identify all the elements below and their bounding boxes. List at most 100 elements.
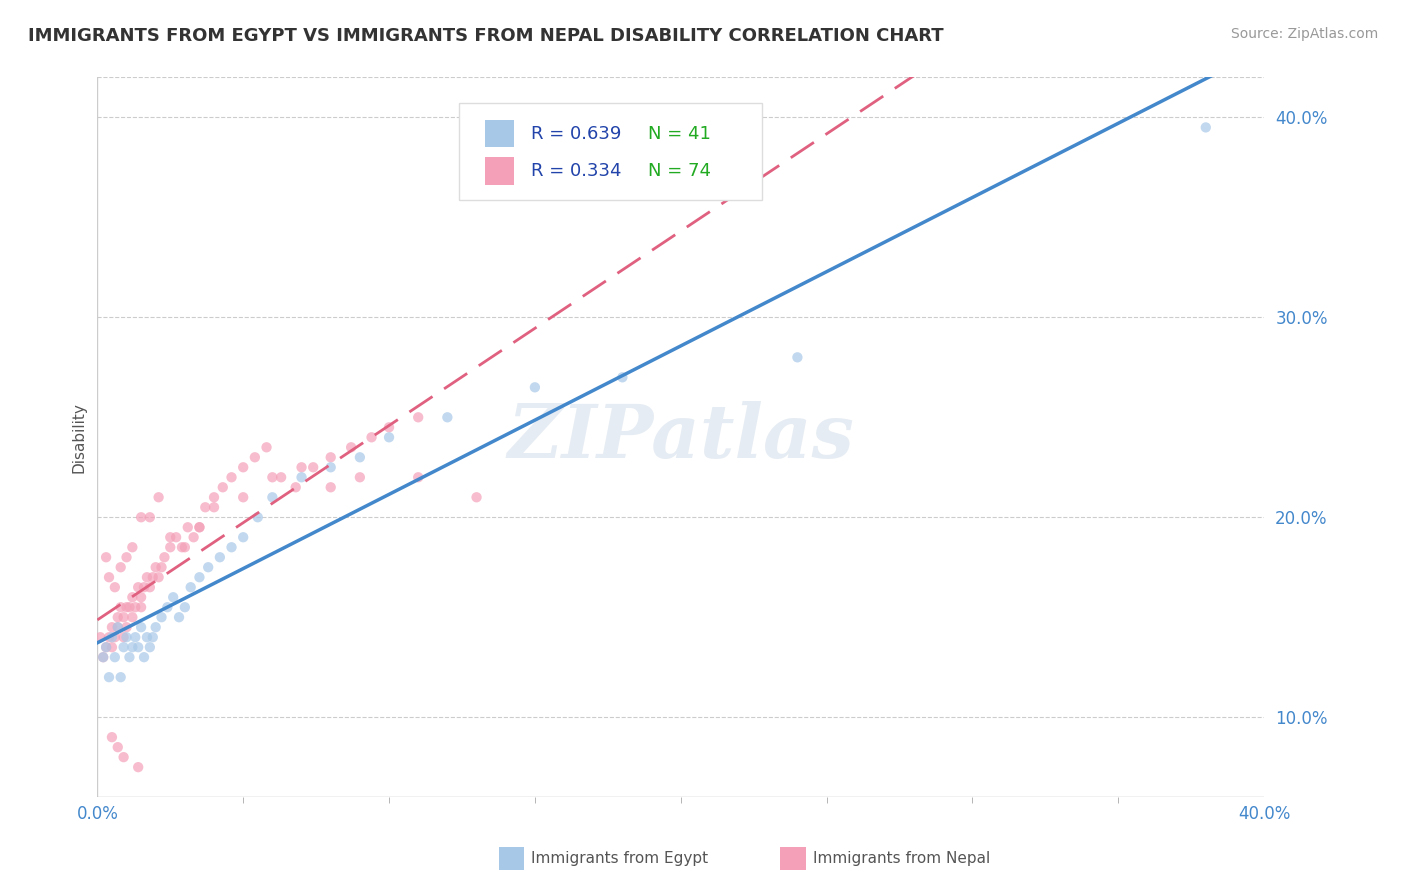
Point xyxy=(101,630,124,644)
Point xyxy=(142,570,165,584)
Point xyxy=(101,640,124,655)
Point xyxy=(118,650,141,665)
Point xyxy=(786,351,808,365)
Point xyxy=(159,530,181,544)
Point xyxy=(110,670,132,684)
Text: Immigrants from Egypt: Immigrants from Egypt xyxy=(531,851,709,866)
Point xyxy=(129,510,152,524)
Point xyxy=(232,490,254,504)
Y-axis label: Disability: Disability xyxy=(72,402,86,473)
Point xyxy=(110,560,132,574)
Point xyxy=(349,470,371,484)
Point xyxy=(165,530,187,544)
Point xyxy=(98,570,121,584)
Point xyxy=(139,580,162,594)
Point xyxy=(139,510,162,524)
Point xyxy=(129,600,152,615)
Text: Immigrants from Nepal: Immigrants from Nepal xyxy=(813,851,990,866)
Point xyxy=(112,640,135,655)
Point xyxy=(406,470,429,484)
Point xyxy=(89,630,111,644)
Point xyxy=(406,410,429,425)
Point xyxy=(127,640,149,655)
Point xyxy=(124,600,146,615)
Point xyxy=(127,580,149,594)
Point xyxy=(183,530,205,544)
Point xyxy=(202,490,225,504)
Point xyxy=(290,460,312,475)
Point xyxy=(98,630,121,644)
Point xyxy=(91,650,114,665)
Point xyxy=(221,541,243,555)
Point xyxy=(162,591,184,605)
Point xyxy=(159,541,181,555)
Point xyxy=(145,560,167,574)
Point xyxy=(101,730,124,744)
Point xyxy=(246,510,269,524)
Point xyxy=(256,440,278,454)
Point xyxy=(104,580,127,594)
Point xyxy=(202,500,225,515)
Point xyxy=(1195,120,1218,135)
Point xyxy=(107,610,129,624)
Point xyxy=(148,490,170,504)
Point xyxy=(173,541,195,555)
Point xyxy=(340,440,363,454)
Point xyxy=(107,620,129,634)
Point xyxy=(110,600,132,615)
Text: N = 74: N = 74 xyxy=(648,162,711,180)
Text: N = 41: N = 41 xyxy=(648,125,711,143)
Point xyxy=(107,740,129,755)
FancyBboxPatch shape xyxy=(458,103,762,200)
Point xyxy=(221,470,243,484)
Point xyxy=(104,630,127,644)
Text: IMMIGRANTS FROM EGYPT VS IMMIGRANTS FROM NEPAL DISABILITY CORRELATION CHART: IMMIGRANTS FROM EGYPT VS IMMIGRANTS FROM… xyxy=(28,27,943,45)
Point xyxy=(232,460,254,475)
Point xyxy=(173,600,195,615)
Point xyxy=(127,760,149,774)
Point xyxy=(612,370,634,384)
Point xyxy=(101,620,124,634)
Point xyxy=(208,550,231,565)
Point xyxy=(132,650,155,665)
Point xyxy=(319,450,342,465)
Point xyxy=(94,640,117,655)
Point xyxy=(112,610,135,624)
Point xyxy=(284,480,307,494)
Point xyxy=(436,410,458,425)
Point xyxy=(118,600,141,615)
Point xyxy=(136,570,159,584)
Point xyxy=(167,610,190,624)
FancyBboxPatch shape xyxy=(485,120,513,147)
Point xyxy=(349,450,371,465)
Text: R = 0.334: R = 0.334 xyxy=(531,162,621,180)
Point xyxy=(112,750,135,764)
Text: ZIPatlas: ZIPatlas xyxy=(508,401,855,474)
Point xyxy=(112,630,135,644)
Point xyxy=(94,640,117,655)
Point xyxy=(107,620,129,634)
Point xyxy=(98,670,121,684)
Point xyxy=(319,480,342,494)
Point xyxy=(188,570,211,584)
Point xyxy=(136,630,159,644)
Point xyxy=(232,530,254,544)
Text: Source: ZipAtlas.com: Source: ZipAtlas.com xyxy=(1230,27,1378,41)
Text: R = 0.639: R = 0.639 xyxy=(531,125,621,143)
Point xyxy=(121,541,143,555)
Point xyxy=(132,580,155,594)
Point xyxy=(91,650,114,665)
Point xyxy=(121,640,143,655)
Point xyxy=(115,600,138,615)
Point xyxy=(290,470,312,484)
Point xyxy=(378,420,401,434)
Point xyxy=(150,560,173,574)
Point xyxy=(319,460,342,475)
Point xyxy=(115,550,138,565)
Point xyxy=(262,490,284,504)
Point xyxy=(523,380,546,394)
Point xyxy=(121,591,143,605)
Point xyxy=(129,620,152,634)
Point xyxy=(121,610,143,624)
Point xyxy=(194,500,217,515)
